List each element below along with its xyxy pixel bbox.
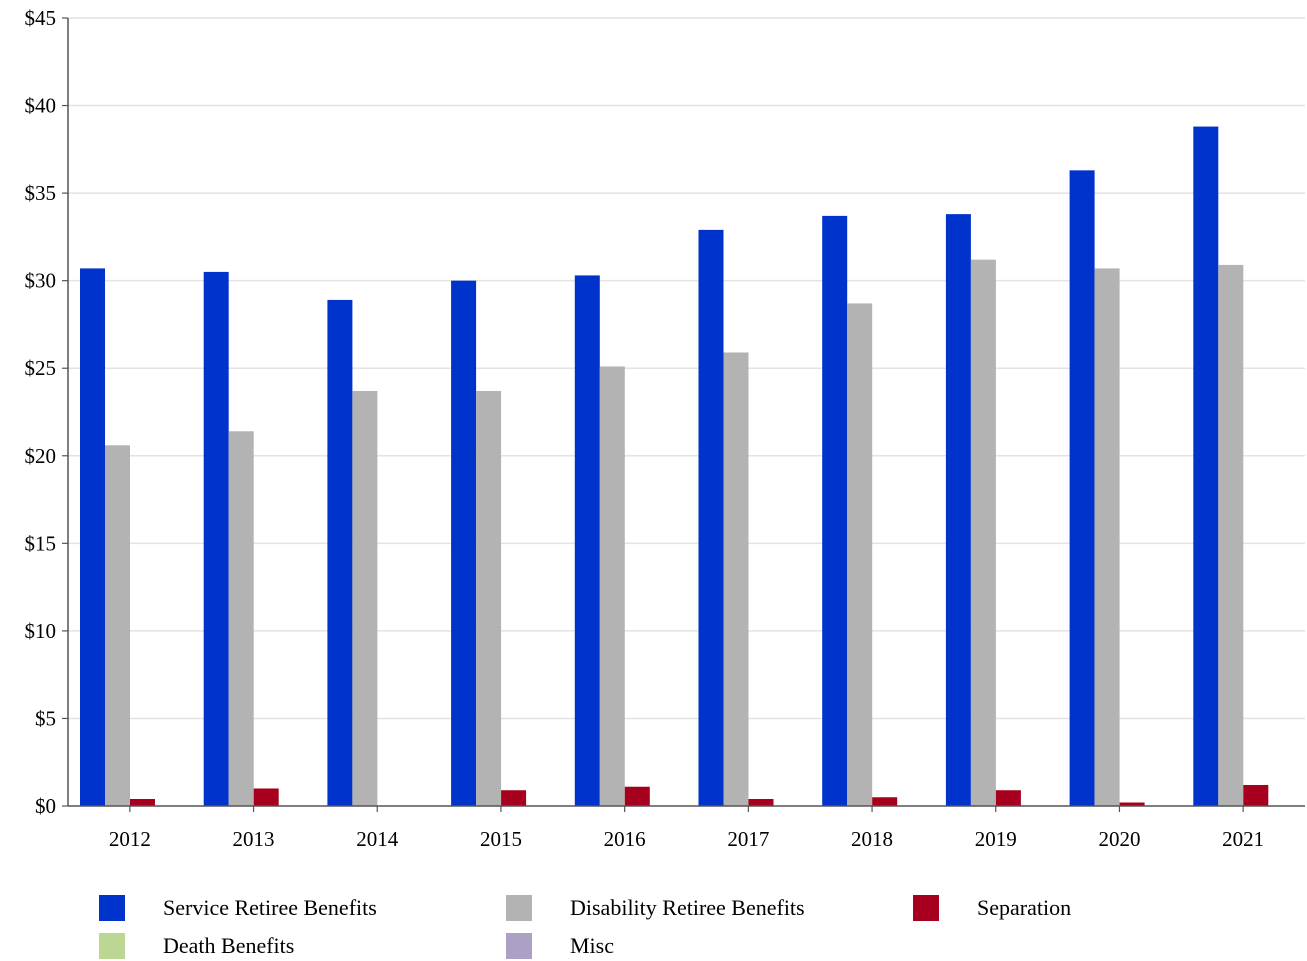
bar-service-retiree-benefits-2018 <box>822 215 848 806</box>
bar-separation-2015 <box>501 790 527 806</box>
bar-separation-2018 <box>872 797 898 806</box>
x-tick-label: 2019 <box>975 827 1017 851</box>
x-tick-label: 2013 <box>233 827 275 851</box>
bar-separation-2021 <box>1243 784 1269 806</box>
bar-disability-retiree-benefits-2012 <box>105 445 130 806</box>
bar-disability-retiree-benefits-2019 <box>970 259 996 806</box>
y-tick-label: $0 <box>35 794 56 818</box>
bar-separation-2019 <box>995 790 1021 806</box>
bar-service-retiree-benefits-2016 <box>574 275 600 806</box>
gridlines <box>68 17 1305 720</box>
bar-disability-retiree-benefits-2014 <box>352 390 378 806</box>
x-tick-label: 2017 <box>727 827 769 851</box>
bar-separation-2016 <box>624 786 650 806</box>
bar-service-retiree-benefits-2021 <box>1193 126 1219 806</box>
y-tick-labels: $0 $5 $10 $15 $20 $25 $30 $35 $40 $45 <box>25 6 57 818</box>
bar-disability-retiree-benefits-2018 <box>847 303 873 806</box>
y-tick-label: $10 <box>25 619 57 643</box>
x-tick-label: 2012 <box>109 827 151 851</box>
bar-service-retiree-benefits-2013 <box>203 271 229 806</box>
y-tick-label: $35 <box>25 181 57 205</box>
bar-service-retiree-benefits-2012 <box>80 268 105 806</box>
y-tick-label: $20 <box>25 444 57 468</box>
x-tick-label: 2021 <box>1222 827 1264 851</box>
bar-disability-retiree-benefits-2020 <box>1094 268 1120 806</box>
y-tick-label: $45 <box>25 6 57 30</box>
bar-separation-2012 <box>130 798 155 806</box>
x-tick-labels: 2012 2013 2014 2015 2016 2017 2018 2019 2020 2021 <box>109 827 1264 851</box>
bar-disability-retiree-benefits-2013 <box>228 431 254 806</box>
y-tick-label: $30 <box>25 269 57 293</box>
y-tick-label: $25 <box>25 356 57 380</box>
bar-disability-retiree-benefits-2021 <box>1218 264 1244 806</box>
y-tick-label: $15 <box>25 531 57 555</box>
bar-service-retiree-benefits-2019 <box>945 214 971 806</box>
bar-service-retiree-benefits-2014 <box>327 299 353 806</box>
bar-disability-retiree-benefits-2016 <box>599 366 625 806</box>
bar-separation-2020 <box>1119 802 1145 806</box>
bar-service-retiree-benefits-2020 <box>1069 170 1095 806</box>
bar-service-retiree-benefits-2017 <box>698 229 724 806</box>
bar-disability-retiree-benefits-2017 <box>723 352 749 806</box>
y-tick-label: $5 <box>35 706 56 730</box>
bar-separation-2013 <box>253 788 279 806</box>
bar-separation-2017 <box>748 798 774 806</box>
x-tick-label: 2020 <box>1098 827 1140 851</box>
x-tick-label: 2014 <box>356 827 399 851</box>
bar-service-retiree-benefits-2015 <box>451 280 477 807</box>
x-tick-label: 2015 <box>480 827 522 851</box>
y-tick-label: $40 <box>25 94 57 118</box>
bar-disability-retiree-benefits-2015 <box>476 390 502 806</box>
axes <box>62 17 1305 812</box>
x-tick-label: 2018 <box>851 827 893 851</box>
x-tick-label: 2016 <box>604 827 646 851</box>
bars <box>80 126 1269 807</box>
